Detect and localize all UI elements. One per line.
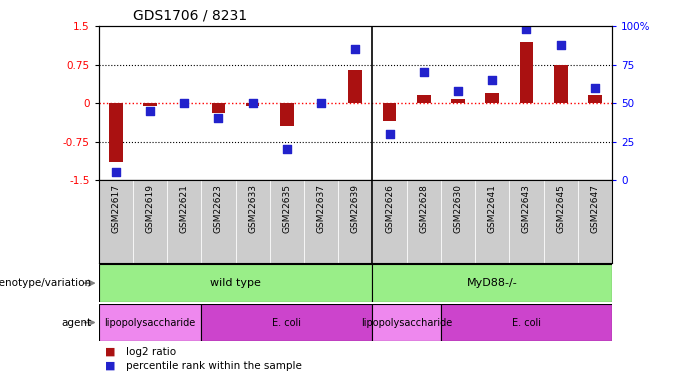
- Bar: [373, 304, 441, 341]
- Bar: [441, 180, 475, 262]
- Bar: [211, 103, 225, 113]
- Point: [213, 116, 224, 122]
- Text: E. coli: E. coli: [512, 318, 541, 327]
- Text: GSM22617: GSM22617: [112, 184, 120, 233]
- Bar: [543, 180, 578, 262]
- Text: agent: agent: [62, 318, 92, 327]
- Bar: [554, 64, 568, 103]
- Text: GSM22635: GSM22635: [282, 184, 291, 233]
- Text: GSM22630: GSM22630: [454, 184, 462, 233]
- Bar: [417, 96, 430, 103]
- Text: wild type: wild type: [210, 278, 261, 288]
- Bar: [235, 180, 270, 262]
- Text: GSM22623: GSM22623: [214, 184, 223, 233]
- Bar: [143, 103, 157, 106]
- Text: lipopolysaccharide: lipopolysaccharide: [361, 318, 452, 327]
- Bar: [201, 180, 235, 262]
- Point: [110, 170, 121, 176]
- Text: GSM22633: GSM22633: [248, 184, 257, 233]
- Point: [521, 26, 532, 32]
- Text: GSM22637: GSM22637: [317, 184, 326, 233]
- Bar: [509, 180, 543, 262]
- Point: [384, 131, 395, 137]
- Bar: [475, 180, 509, 262]
- Text: GSM22619: GSM22619: [146, 184, 154, 233]
- Text: ■: ■: [105, 361, 116, 370]
- Bar: [201, 304, 373, 341]
- Bar: [270, 180, 304, 262]
- Text: E. coli: E. coli: [273, 318, 301, 327]
- Point: [248, 100, 258, 106]
- Bar: [383, 103, 396, 121]
- Point: [179, 100, 190, 106]
- Bar: [373, 180, 407, 262]
- Bar: [109, 103, 122, 162]
- Bar: [407, 180, 441, 262]
- Bar: [99, 304, 201, 341]
- Text: lipopolysaccharide: lipopolysaccharide: [104, 318, 196, 327]
- Bar: [451, 99, 465, 103]
- Text: GSM22641: GSM22641: [488, 184, 496, 233]
- Bar: [520, 42, 533, 103]
- Bar: [486, 93, 499, 103]
- Text: GSM22647: GSM22647: [590, 184, 599, 233]
- Point: [555, 42, 566, 48]
- Bar: [588, 96, 602, 103]
- Text: MyD88-/-: MyD88-/-: [467, 278, 517, 288]
- Text: GSM22626: GSM22626: [385, 184, 394, 233]
- Bar: [348, 70, 362, 103]
- Bar: [373, 264, 612, 302]
- Point: [350, 46, 360, 53]
- Text: ■: ■: [105, 347, 116, 357]
- Point: [316, 100, 326, 106]
- Bar: [99, 180, 133, 262]
- Point: [487, 77, 498, 83]
- Bar: [441, 304, 612, 341]
- Bar: [99, 264, 373, 302]
- Point: [144, 108, 155, 114]
- Text: GDS1706 / 8231: GDS1706 / 8231: [133, 9, 247, 22]
- Bar: [133, 180, 167, 262]
- Bar: [280, 103, 294, 126]
- Bar: [578, 180, 612, 262]
- Text: percentile rank within the sample: percentile rank within the sample: [126, 361, 302, 370]
- Text: GSM22645: GSM22645: [556, 184, 565, 233]
- Point: [590, 85, 600, 91]
- Text: genotype/variation: genotype/variation: [0, 278, 92, 288]
- Bar: [338, 180, 373, 262]
- Bar: [167, 180, 201, 262]
- Point: [418, 69, 429, 75]
- Text: GSM22643: GSM22643: [522, 184, 531, 233]
- Text: GSM22639: GSM22639: [351, 184, 360, 233]
- Bar: [304, 180, 338, 262]
- Point: [282, 146, 292, 152]
- Text: log2 ratio: log2 ratio: [126, 347, 176, 357]
- Text: GSM22621: GSM22621: [180, 184, 188, 233]
- Text: GSM22628: GSM22628: [420, 184, 428, 233]
- Point: [453, 88, 464, 94]
- Bar: [245, 103, 260, 106]
